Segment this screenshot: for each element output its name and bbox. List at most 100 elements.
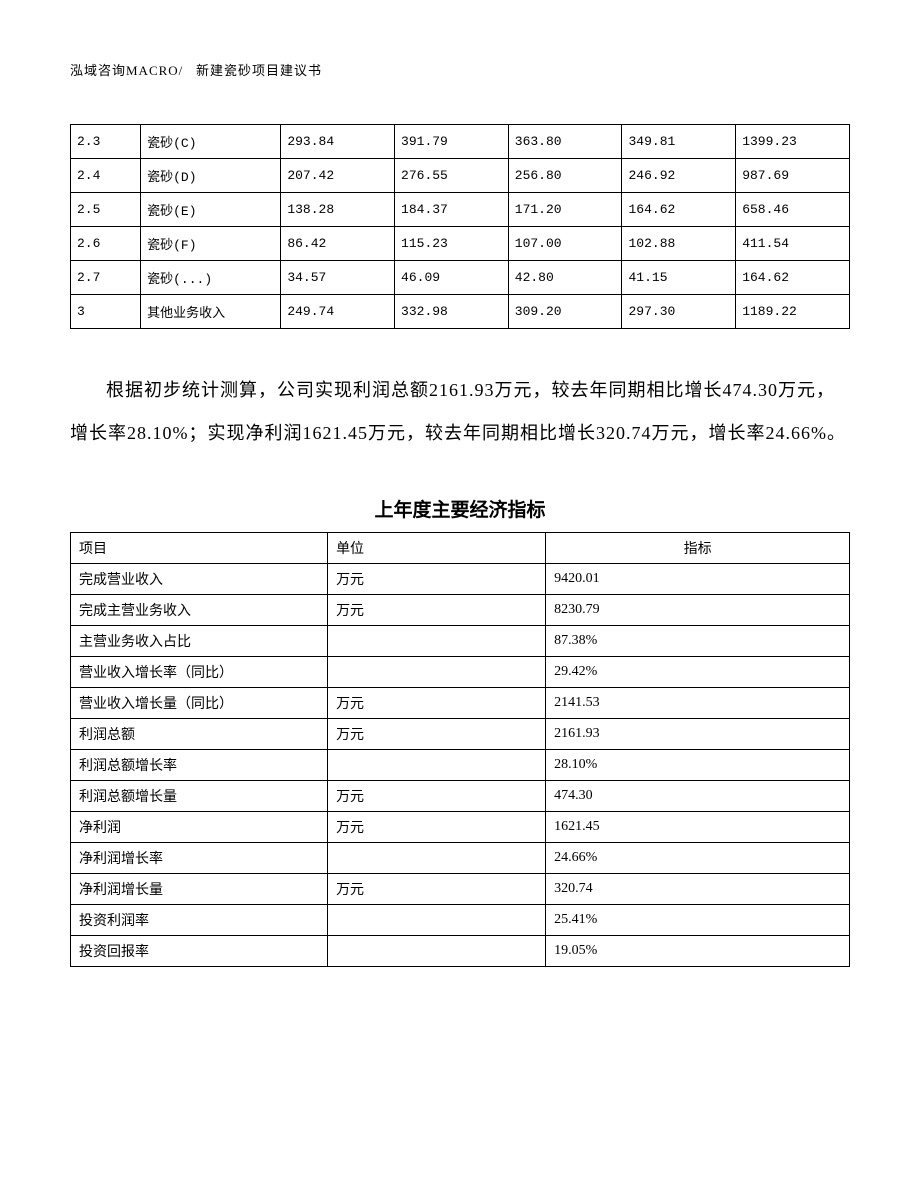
cell-value: 171.20 xyxy=(508,193,622,227)
cell-unit: 万元 xyxy=(328,874,546,905)
cell-unit: 万元 xyxy=(328,564,546,595)
cell-unit xyxy=(328,657,546,688)
cell-unit xyxy=(328,843,546,874)
cell-project: 利润总额增长量 xyxy=(71,781,328,812)
cell-value: 164.62 xyxy=(622,193,736,227)
table-row: 2.7瓷砂(...)34.5746.0942.8041.15164.62 xyxy=(71,261,850,295)
table-row: 完成营业收入万元9420.01 xyxy=(71,564,850,595)
cell-id: 2.5 xyxy=(71,193,141,227)
cell-value: 41.15 xyxy=(622,261,736,295)
cell-value: 102.88 xyxy=(622,227,736,261)
cell-unit xyxy=(328,626,546,657)
cell-value: 987.69 xyxy=(736,159,850,193)
cell-value: 309.20 xyxy=(508,295,622,329)
header-project: 项目 xyxy=(71,533,328,564)
table-row: 2.5瓷砂(E)138.28184.37171.20164.62658.46 xyxy=(71,193,850,227)
cell-unit xyxy=(328,905,546,936)
cell-value: 349.81 xyxy=(622,125,736,159)
cell-indicator: 2161.93 xyxy=(546,719,850,750)
cell-name: 瓷砂(D) xyxy=(141,159,281,193)
cell-value: 363.80 xyxy=(508,125,622,159)
table-row: 3其他业务收入249.74332.98309.20297.301189.22 xyxy=(71,295,850,329)
table-header-row: 项目 单位 指标 xyxy=(71,533,850,564)
cell-indicator: 29.42% xyxy=(546,657,850,688)
cell-value: 164.62 xyxy=(736,261,850,295)
table-row: 净利润万元1621.45 xyxy=(71,812,850,843)
cell-indicator: 24.66% xyxy=(546,843,850,874)
section-title: 上年度主要经济指标 xyxy=(70,495,850,522)
table-row: 营业收入增长率（同比） 29.42% xyxy=(71,657,850,688)
cell-id: 2.3 xyxy=(71,125,141,159)
cell-indicator: 19.05% xyxy=(546,936,850,967)
cell-value: 207.42 xyxy=(281,159,395,193)
cell-value: 332.98 xyxy=(395,295,509,329)
cell-value: 256.80 xyxy=(508,159,622,193)
cell-id: 2.4 xyxy=(71,159,141,193)
cell-value: 86.42 xyxy=(281,227,395,261)
cell-indicator: 25.41% xyxy=(546,905,850,936)
cell-value: 297.30 xyxy=(622,295,736,329)
cell-id: 2.6 xyxy=(71,227,141,261)
cell-project: 利润总额 xyxy=(71,719,328,750)
table-row: 净利润增长量万元320.74 xyxy=(71,874,850,905)
cell-indicator: 320.74 xyxy=(546,874,850,905)
cell-value: 138.28 xyxy=(281,193,395,227)
cell-value: 411.54 xyxy=(736,227,850,261)
cell-indicator: 2141.53 xyxy=(546,688,850,719)
cell-project: 净利润增长量 xyxy=(71,874,328,905)
cell-name: 瓷砂(F) xyxy=(141,227,281,261)
cell-indicator: 28.10% xyxy=(546,750,850,781)
table-row: 2.6瓷砂(F)86.42115.23107.00102.88411.54 xyxy=(71,227,850,261)
cell-unit: 万元 xyxy=(328,688,546,719)
cell-value: 107.00 xyxy=(508,227,622,261)
cell-unit: 万元 xyxy=(328,812,546,843)
cell-project: 净利润增长率 xyxy=(71,843,328,874)
table-row: 2.4瓷砂(D)207.42276.55256.80246.92987.69 xyxy=(71,159,850,193)
header-indicator: 指标 xyxy=(546,533,850,564)
cell-indicator: 9420.01 xyxy=(546,564,850,595)
cell-unit xyxy=(328,750,546,781)
cell-value: 391.79 xyxy=(395,125,509,159)
cell-project: 完成营业收入 xyxy=(71,564,328,595)
cell-project: 营业收入增长率（同比） xyxy=(71,657,328,688)
cell-value: 658.46 xyxy=(736,193,850,227)
table-row: 利润总额万元2161.93 xyxy=(71,719,850,750)
table-row: 利润总额增长率 28.10% xyxy=(71,750,850,781)
cell-id: 2.7 xyxy=(71,261,141,295)
cell-value: 246.92 xyxy=(622,159,736,193)
cell-value: 276.55 xyxy=(395,159,509,193)
cell-value: 1189.22 xyxy=(736,295,850,329)
cell-value: 249.74 xyxy=(281,295,395,329)
table-row: 投资利润率 25.41% xyxy=(71,905,850,936)
table-row: 投资回报率 19.05% xyxy=(71,936,850,967)
cell-indicator: 474.30 xyxy=(546,781,850,812)
cell-project: 主营业务收入占比 xyxy=(71,626,328,657)
cell-name: 瓷砂(C) xyxy=(141,125,281,159)
cell-value: 293.84 xyxy=(281,125,395,159)
cell-project: 利润总额增长率 xyxy=(71,750,328,781)
cell-value: 46.09 xyxy=(395,261,509,295)
product-revenue-table: 2.3瓷砂(C)293.84391.79363.80349.811399.232… xyxy=(70,124,850,329)
cell-indicator: 87.38% xyxy=(546,626,850,657)
cell-value: 184.37 xyxy=(395,193,509,227)
cell-unit: 万元 xyxy=(328,781,546,812)
economic-indicators-table: 项目 单位 指标 完成营业收入万元9420.01完成主营业务收入万元8230.7… xyxy=(70,532,850,967)
page-header: 泓域咨询MACRO/ 新建瓷砂项目建议书 xyxy=(70,60,850,79)
cell-project: 投资回报率 xyxy=(71,936,328,967)
table-row: 利润总额增长量万元474.30 xyxy=(71,781,850,812)
cell-project: 营业收入增长量（同比） xyxy=(71,688,328,719)
header-unit: 单位 xyxy=(328,533,546,564)
cell-name: 其他业务收入 xyxy=(141,295,281,329)
header-doc-title: 新建瓷砂项目建议书 xyxy=(196,63,322,78)
cell-project: 净利润 xyxy=(71,812,328,843)
table-row: 完成主营业务收入万元8230.79 xyxy=(71,595,850,626)
cell-unit: 万元 xyxy=(328,719,546,750)
table-row: 营业收入增长量（同比）万元2141.53 xyxy=(71,688,850,719)
cell-value: 115.23 xyxy=(395,227,509,261)
table-row: 净利润增长率 24.66% xyxy=(71,843,850,874)
header-company: 泓域咨询MACRO/ xyxy=(70,63,183,78)
cell-project: 投资利润率 xyxy=(71,905,328,936)
cell-value: 42.80 xyxy=(508,261,622,295)
cell-name: 瓷砂(E) xyxy=(141,193,281,227)
cell-value: 34.57 xyxy=(281,261,395,295)
